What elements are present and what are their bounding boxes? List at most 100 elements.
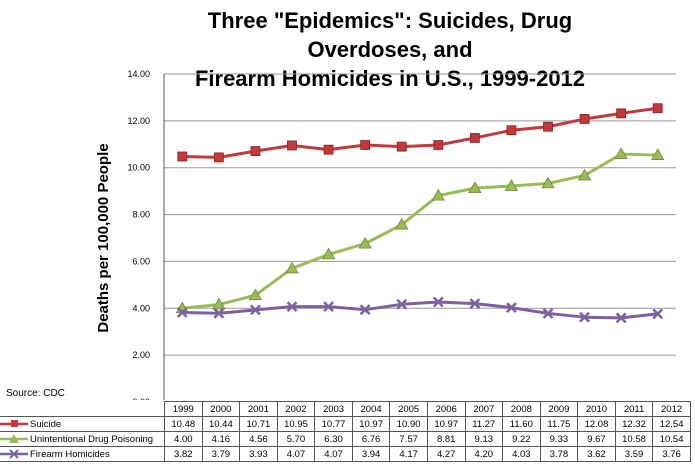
data-point-suicide	[469, 133, 480, 143]
x-tick-label: 2011	[614, 401, 654, 417]
x-tick-label: 2008	[502, 401, 541, 417]
data-label: 11.75	[539, 416, 579, 432]
data-label: 9.67	[577, 431, 616, 447]
y-tick-label: 6.00	[132, 256, 150, 266]
data-label: 3.79	[201, 446, 241, 462]
table-row: Firearm Homicides 3.82 3.79 3.93 4.07 4.07 3.9…	[0, 446, 691, 462]
chart-title-line-2: Firearm Homicides in U.S., 1999-2012	[194, 66, 586, 91]
data-point-suicide	[579, 114, 590, 124]
data-label: 3.76	[652, 446, 691, 462]
data-label: 3.78	[539, 446, 579, 462]
data-point-firearm-homicides	[323, 301, 334, 313]
data-point-firearm-homicides	[250, 304, 261, 316]
x-tick-label: 2000	[201, 401, 241, 417]
data-label: 4.17	[389, 446, 428, 462]
table-row: Unintentional Drug Poisoning 4.00 4.16 4.56…	[0, 431, 691, 447]
data-point-unintentional-drug-poisoning	[614, 147, 628, 160]
table-header-row: 1999 2000 2001 2002 2003 2004 2005 2006 2007 2008…	[0, 401, 691, 417]
chart-title: Three "Epidemics": Suicides, Drug Overdo…	[150, 6, 630, 93]
data-label: 11.27	[464, 416, 504, 432]
series-line-unintentional-drug-poisoning	[182, 152, 658, 310]
data-label: 4.27	[426, 446, 466, 462]
data-label: 9.22	[502, 431, 541, 447]
data-label: 10.97	[426, 416, 466, 432]
data-label: 9.13	[464, 431, 504, 447]
data-label: 3.59	[614, 446, 654, 462]
data-point-firearm-homicides	[542, 308, 554, 319]
data-label: 3.62	[577, 446, 616, 462]
data-point-unintentional-drug-poisoning	[504, 179, 519, 191]
data-point-suicide	[652, 103, 663, 114]
x-tick-label: 2007	[464, 401, 504, 417]
data-point-unintentional-drug-poisoning	[651, 148, 665, 160]
x-tick-label: 1999	[164, 401, 203, 417]
data-label: 3.94	[351, 446, 391, 462]
data-label: 6.30	[314, 431, 353, 447]
x-tick-label: 2009	[539, 401, 579, 417]
data-point-firearm-homicides	[176, 307, 188, 318]
data-point-suicide	[360, 140, 371, 150]
data-label: 10.71	[239, 416, 278, 432]
y-tick-label: 12.00	[127, 116, 150, 126]
data-label: 4.00	[164, 431, 203, 447]
x-tick-label: 2010	[577, 401, 616, 417]
data-label: 7.57	[389, 431, 428, 447]
data-label: 10.44	[201, 416, 241, 432]
data-label: 4.56	[239, 431, 278, 447]
data-point-suicide	[506, 125, 517, 136]
data-label: 5.70	[276, 431, 316, 447]
data-label: 12.32	[614, 416, 654, 432]
data-label: 3.82	[164, 446, 203, 462]
data-point-unintentional-drug-poisoning	[212, 297, 226, 310]
y-tick-label: 14.00	[127, 69, 150, 79]
data-point-firearm-homicides	[432, 296, 444, 308]
data-label: 4.03	[502, 446, 541, 462]
y-tick-label: 4.00	[132, 303, 150, 313]
data-point-firearm-homicides	[579, 311, 590, 323]
legend-key	[0, 433, 28, 443]
y-axis-label: Deaths per 100,000 People	[95, 143, 112, 333]
series-line-firearm-homicides	[182, 300, 658, 320]
data-label: 6.76	[351, 431, 391, 447]
data-point-suicide	[616, 108, 627, 119]
legend-entry: Suicide	[0, 416, 165, 432]
data-table: 1999 2000 2001 2002 2003 2004 2005 2006 2007 2008…	[0, 401, 691, 462]
data-point-unintentional-drug-poisoning	[285, 261, 299, 274]
legend-label: Firearm Homicides	[30, 448, 110, 460]
source-note: Source: CDC	[6, 388, 65, 399]
data-label: 12.08	[577, 416, 616, 432]
x-tick-label: 2012	[652, 401, 691, 417]
data-point-unintentional-drug-poisoning	[431, 188, 445, 201]
data-point-suicide	[396, 141, 407, 152]
data-point-suicide	[250, 146, 261, 156]
data-point-unintentional-drug-poisoning	[248, 288, 263, 301]
legend-key	[0, 419, 28, 427]
data-point-firearm-homicides	[396, 298, 408, 310]
data-point-firearm-homicides	[506, 302, 517, 313]
x-tick-label: 2004	[351, 401, 391, 417]
data-label: 10.97	[351, 416, 391, 432]
data-point-firearm-homicides	[213, 307, 225, 319]
x-tick-label: 2006	[426, 401, 466, 417]
data-label: 10.48	[164, 416, 203, 432]
data-point-firearm-homicides	[469, 298, 481, 309]
y-tick-label: 2.00	[132, 350, 150, 360]
data-point-unintentional-drug-poisoning	[468, 181, 482, 193]
data-point-suicide	[433, 140, 444, 150]
data-label: 4.16	[201, 431, 241, 447]
data-point-firearm-homicides	[286, 301, 298, 313]
data-point-suicide	[287, 140, 297, 151]
x-tick-label: 2005	[389, 401, 428, 417]
data-point-firearm-homicides	[615, 312, 627, 324]
data-point-firearm-homicides	[652, 308, 664, 320]
data-label: 10.77	[314, 416, 353, 432]
legend-key	[0, 449, 28, 459]
data-label: 8.81	[426, 431, 466, 447]
data-point-unintentional-drug-poisoning	[358, 236, 372, 249]
data-label: 10.54	[652, 431, 691, 447]
x-tick-label: 2003	[314, 401, 353, 417]
data-point-suicide	[213, 152, 224, 163]
data-label: 9.33	[539, 431, 579, 447]
data-point-unintentional-drug-poisoning	[321, 247, 336, 260]
data-label: 4.07	[276, 446, 316, 462]
